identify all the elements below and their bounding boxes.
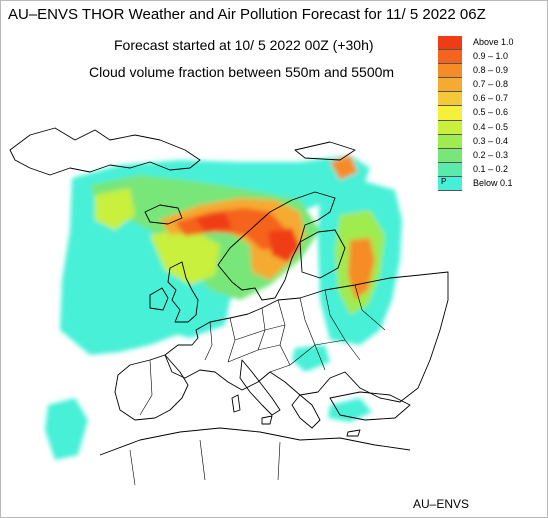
legend-swatch: P: [438, 176, 462, 192]
country-border: [227, 344, 281, 363]
legend-label: 0.8 – 0.9: [473, 65, 509, 76]
country-border: [129, 449, 136, 486]
below-marker: P: [441, 176, 447, 186]
legend-label: 0.4 – 0.5: [473, 121, 509, 132]
country-border: [289, 339, 346, 366]
coastline: [291, 394, 321, 429]
coastline: [239, 359, 281, 416]
cloud-region: [160, 290, 230, 338]
coastline: [346, 429, 361, 437]
country-border: [204, 321, 213, 361]
credit-label: AU–ENVS: [413, 497, 470, 511]
variable-description: Cloud volume fraction between 550m and 5…: [89, 64, 395, 80]
forecast-map: [9, 127, 449, 486]
legend-label: 0.2 – 0.3: [473, 149, 509, 160]
legend-label: 0.1 – 0.2: [473, 163, 509, 174]
country-border: [257, 307, 266, 351]
legend-swatch: [438, 162, 462, 177]
legend-label: 0.6 – 0.7: [473, 93, 509, 104]
cloud-region: [328, 398, 372, 422]
country-border: [277, 299, 291, 366]
country-border: [199, 439, 206, 481]
cloud-region: [348, 238, 375, 300]
coastline: [231, 394, 241, 413]
coastline: [294, 141, 356, 161]
legend-swatch: [438, 134, 462, 149]
legend-label: 0.3 – 0.4: [473, 135, 509, 146]
country-border: [277, 441, 281, 481]
coastline: [329, 391, 411, 421]
coastline: [149, 287, 169, 311]
cloud-region: [45, 398, 88, 460]
coastline: [144, 204, 183, 225]
country-border: [354, 284, 386, 331]
legend-label: 0.7 – 0.8: [473, 79, 509, 90]
coastline: [99, 427, 411, 456]
legend-swatch: [438, 106, 462, 121]
legend-swatch: [438, 92, 462, 107]
legend-label: 0.9 – 1.0: [473, 51, 509, 62]
country-borders: [129, 284, 386, 486]
forecast-title: AU–ENVS THOR Weather and Air Pollution F…: [8, 6, 486, 23]
cloud-region: [195, 212, 232, 232]
coastline: [299, 229, 346, 279]
cloud-region: [95, 188, 135, 230]
cloud-field: [45, 155, 402, 460]
coastline: [9, 127, 201, 176]
coastline: [167, 261, 199, 323]
cloud-region: [150, 228, 220, 285]
country-border: [299, 297, 326, 371]
country-border: [324, 289, 361, 361]
legend-label: Below 0.1: [473, 177, 513, 188]
legend-label: Above 1.0: [473, 37, 514, 47]
coastline: [114, 354, 189, 421]
cloud-region: [268, 228, 300, 262]
country-border: [139, 359, 153, 416]
legend-swatch: [438, 36, 462, 51]
legend-swatch: [438, 64, 462, 79]
legend-label: 0.5 – 0.6: [473, 107, 509, 118]
cloud-region: [292, 345, 330, 372]
cloud-region: [330, 155, 358, 180]
country-border: [234, 324, 286, 341]
country-border: [257, 364, 291, 383]
coastline: [261, 415, 273, 425]
legend-swatch: [438, 50, 462, 65]
legend-swatch: [438, 148, 462, 163]
coastline: [217, 191, 336, 301]
legend-swatch: [438, 120, 462, 135]
forecast-start-text: Forecast started at 10/ 5 2022 00Z (+30h…: [114, 37, 374, 53]
legend-swatch: [438, 78, 462, 93]
country-border: [227, 317, 236, 363]
